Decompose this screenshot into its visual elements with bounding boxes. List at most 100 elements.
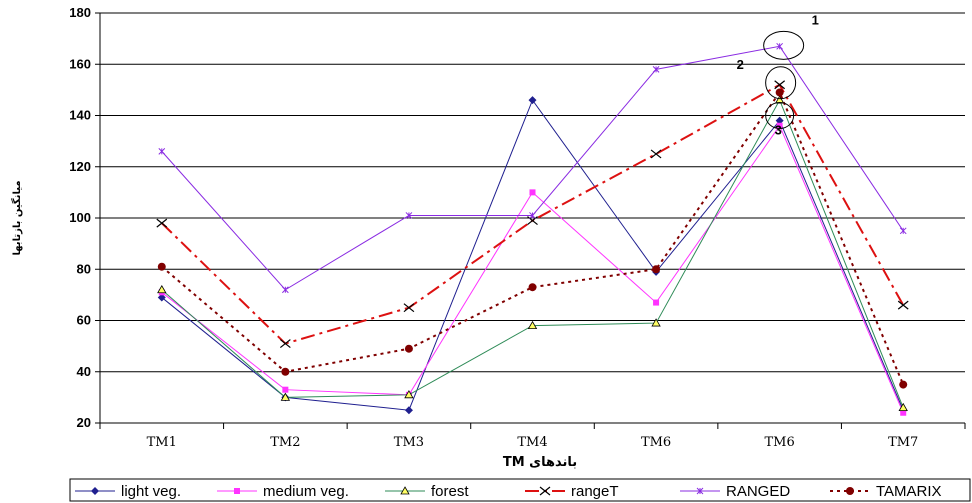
data-point [774,80,786,90]
data-point [405,212,413,219]
data-point [527,216,538,226]
y-tick-label: 40 [77,364,91,379]
data-point [282,386,289,393]
data-point [157,262,166,271]
legend: light veg. medium veg. forest rangeT RANGED T… [75,483,942,500]
annotation-circle [765,102,795,129]
x-tick-label: TM7 [888,435,918,450]
marker-stroke [527,216,538,226]
marker-stroke [279,339,291,349]
series-line [161,98,904,408]
data-point [404,344,413,353]
data-point [899,380,908,389]
legend-entry: light veg. [75,483,181,500]
data-point [652,265,661,274]
data-point [776,122,783,129]
x-axis-ticks: TM1 TM2 TM3 TM4 TM6 TM6 TM7 [99,423,966,450]
legend-label: light veg. [121,483,181,500]
x-tick-label: TM6 [641,435,671,450]
x-tick-label: TM6 [765,435,795,450]
data-point [404,406,413,415]
legend-label: TAMARIX [876,483,942,500]
annotation-circle [763,30,805,60]
y-tick-label: 140 [69,108,91,123]
series-tamarix [157,88,908,389]
x-tick-label: TM3 [394,435,424,450]
legend-entry: medium veg. [217,483,349,500]
data-point [527,320,538,330]
legend-box [69,478,971,502]
data-point [652,66,660,73]
y-tick-label: 100 [69,210,91,225]
annotation-circle [765,66,797,100]
legend-entry: RANGED [680,483,790,500]
x-axis-title: باندهای TM [503,455,577,470]
annotation-label: 3 [775,123,782,138]
marker-stroke [156,218,168,228]
data-point [775,88,784,97]
data-point [774,95,785,104]
data-point [157,293,166,302]
data-point [528,96,537,105]
data-point [280,392,291,401]
data-point [281,367,290,376]
data-point [400,486,410,495]
data-point [653,299,660,306]
annotation-label: 2 [737,57,744,72]
data-point [282,286,289,294]
x-tick-label: TM1 [147,435,177,450]
data-point [403,303,415,313]
legend-entry: TAMARIX [830,483,942,500]
data-point [158,148,166,155]
y-tick-label: 80 [77,261,91,276]
y-tick-label: 160 [69,56,91,71]
data-point [279,339,291,349]
series-ranged [158,42,907,294]
legend-entry: forest [385,483,469,500]
y-tick-label: 180 [69,5,91,20]
x-tick-label: TM2 [270,435,300,450]
data-point [234,488,240,494]
data-point [846,487,854,495]
data-point [898,402,908,412]
y-tick-label: 60 [77,313,91,328]
annotation-circles: 1 2 3 [737,12,819,137]
marker-stroke [897,300,909,310]
y-axis-ticks: 20 40 60 80 100 120 140 160 180 [69,5,100,430]
y-tick-label: 20 [77,415,91,430]
marker-stroke [403,303,415,313]
marker-stroke [539,486,551,496]
legend-label: rangeT [571,483,619,500]
legend-entry: rangeT [525,483,619,500]
series-line [161,45,904,291]
data-point [529,212,536,219]
series-ranget [156,80,909,349]
data-point [651,318,661,327]
series-line [161,99,904,411]
y-axis-title: میانگین بازتابها [10,180,23,255]
data-point [528,283,537,292]
series-lines [156,42,909,416]
data-point [696,487,704,495]
series-forest [157,95,908,412]
data-point [529,189,536,196]
data-point [157,284,167,294]
legend-label: RANGED [726,483,790,500]
data-point [404,390,414,399]
data-point [775,116,784,125]
data-point [539,486,551,496]
data-point [91,487,99,495]
data-point [899,227,907,235]
y-tick-label: 120 [69,159,91,174]
series-line [161,90,905,385]
x-tick-label: TM4 [517,435,547,450]
data-point [900,409,907,416]
data-point [156,218,168,228]
legend-label: forest [431,483,469,500]
legend-label: medium veg. [263,483,349,500]
data-point [650,149,662,159]
gridlines [99,12,965,424]
data-point [897,300,909,310]
annotation-label: 1 [812,12,819,27]
